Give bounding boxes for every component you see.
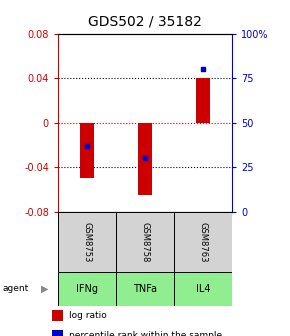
Text: GDS502 / 35182: GDS502 / 35182: [88, 15, 202, 29]
Bar: [174, 272, 232, 306]
Bar: [58, 272, 116, 306]
Text: IL4: IL4: [196, 284, 210, 294]
Text: IFNg: IFNg: [76, 284, 98, 294]
Bar: [116, 272, 174, 306]
Text: ▶: ▶: [41, 284, 49, 294]
Bar: [116, 212, 174, 272]
Point: [143, 156, 147, 161]
Bar: [174, 212, 232, 272]
Bar: [52, 330, 63, 336]
Bar: [58, 212, 116, 272]
Text: agent: agent: [3, 285, 29, 293]
Bar: [138, 123, 152, 195]
Bar: [80, 123, 94, 178]
Text: GSM8753: GSM8753: [82, 222, 92, 262]
Point: [201, 67, 205, 72]
Text: GSM8758: GSM8758: [140, 222, 150, 262]
Text: TNFa: TNFa: [133, 284, 157, 294]
Bar: [52, 310, 63, 322]
Text: percentile rank within the sample: percentile rank within the sample: [69, 331, 222, 336]
Text: GSM8763: GSM8763: [198, 222, 208, 262]
Point: [85, 143, 89, 149]
Text: log ratio: log ratio: [69, 311, 107, 321]
Bar: [196, 78, 210, 123]
